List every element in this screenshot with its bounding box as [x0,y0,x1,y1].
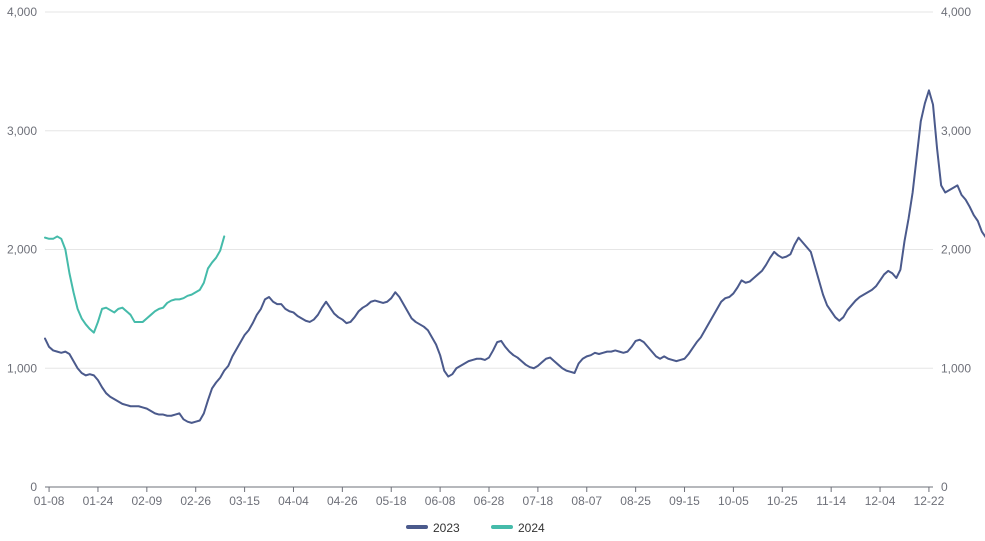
x-tick-label: 03-15 [229,494,260,508]
x-tick-label: 05-18 [376,494,407,508]
legend-item-2023[interactable]: 2023 [406,521,460,535]
legend-swatch-2023 [406,525,428,529]
legend-label-2024: 2024 [518,521,545,535]
x-tick-label: 06-08 [425,494,456,508]
y-tick-label-left: 4,000 [7,5,37,19]
x-tick-label: 12-22 [914,494,945,508]
legend-item-2024[interactable]: 2024 [491,521,545,535]
y-tick-label-left: 2,000 [7,243,37,257]
x-tick-label: 08-07 [571,494,602,508]
x-axis: 01-08 01-24 02-09 02-26 03-15 04-04 04-26 05-18… [34,486,945,508]
y-tick-label-right: 3,000 [941,124,971,138]
x-tick-label: 04-26 [327,494,358,508]
grid-lines [45,11,933,369]
x-tick-label: 11-14 [816,494,846,508]
x-tick-label: 07-18 [523,494,554,508]
y-axis-left: 0 1,000 2,000 3,000 4,000 [7,5,37,494]
legend-swatch-2024 [491,525,513,529]
legend-label-2023: 2023 [433,521,460,535]
x-tick-label: 01-08 [34,494,65,508]
x-tick-label: 01-24 [83,494,114,508]
y-tick-label-right: 0 [941,480,948,494]
x-tick-label: 10-05 [718,494,749,508]
y-tick-label-left: 0 [30,480,37,494]
legend[interactable]: 2023 2024 [406,521,545,535]
x-tick-label: 04-04 [278,494,309,508]
y-tick-label-right: 4,000 [941,5,971,19]
x-tick-label: 08-25 [620,494,651,508]
x-tick-label: 02-09 [131,494,162,508]
y-tick-label-left: 1,000 [7,361,37,375]
x-tick-label: 09-15 [669,494,700,508]
y-axis-right: 0 1,000 2,000 3,000 4,000 [941,5,971,494]
series-line-2023[interactable] [44,89,985,424]
y-tick-label-right: 1,000 [941,361,971,375]
x-tick-label: 06-28 [474,494,505,508]
y-tick-label-right: 2,000 [941,243,971,257]
x-tick-label: 10-25 [767,494,798,508]
series-line-2024[interactable] [44,235,226,334]
x-tick-label: 12-04 [865,494,896,508]
y-tick-label-left: 3,000 [7,124,37,138]
x-tick-label: 02-26 [180,494,211,508]
series-lines [44,89,985,424]
